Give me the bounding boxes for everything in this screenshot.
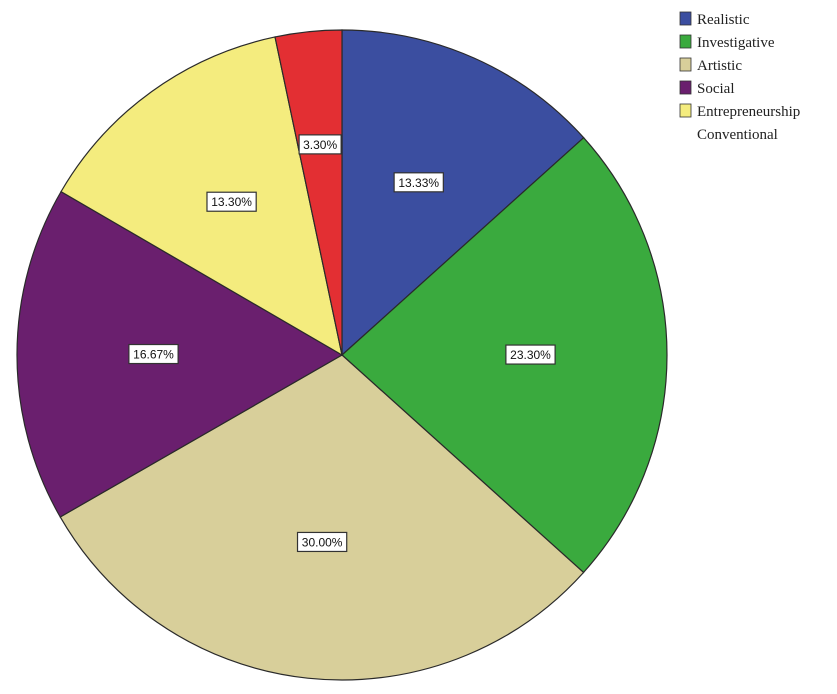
data-label-investigative: 23.30% <box>505 344 556 365</box>
pie-slice-artistic <box>59 354 585 681</box>
legend-label: Entrepreneurship <box>697 104 800 120</box>
data-label-text: 23.30% <box>510 348 551 362</box>
legend-item-investigative: Investigative <box>679 34 775 51</box>
data-label-text: 30.00% <box>302 535 343 549</box>
legend-swatch <box>679 57 692 72</box>
pie-slice-entrepreneurship <box>60 36 343 357</box>
legend-label: Social <box>697 81 735 97</box>
data-label-text: 3.30% <box>303 138 337 152</box>
data-label-box <box>393 172 444 193</box>
legend-label: Artistic <box>697 58 742 74</box>
pie-slices <box>16 29 668 681</box>
data-label-realistic: 13.33% <box>393 172 444 193</box>
legend-label: Investigative <box>697 35 775 51</box>
data-label-box <box>128 343 179 365</box>
pie-slice-investigative <box>341 136 668 574</box>
data-label-text: 13.30% <box>211 195 252 209</box>
legend-label: Realistic <box>697 12 750 28</box>
pie-slice-social <box>16 190 344 518</box>
legend-item-realistic: Realistic <box>679 11 750 28</box>
data-label-entrepreneurship: 13.30% <box>206 191 257 212</box>
pie-slice-realistic <box>341 29 585 357</box>
legend-swatch <box>679 80 692 95</box>
data-label-box <box>505 344 556 365</box>
legend-label: Conventional <box>697 127 778 143</box>
legend-swatch <box>679 11 692 26</box>
data-label-conventional: 3.30% <box>298 134 342 155</box>
legend-item-artistic: Artistic <box>679 57 742 74</box>
data-label-artistic: 30.00% <box>296 531 348 553</box>
data-label-social: 16.67% <box>128 343 179 365</box>
legend-item-entrepreneurship: Entrepreneurship <box>679 103 800 120</box>
legend: Realistic Investigative Artistic Social Entr… <box>679 11 800 143</box>
data-label-box <box>296 531 348 553</box>
legend-swatch <box>679 103 692 118</box>
legend-item-conventional: Conventional <box>697 127 778 143</box>
pie-slice-conventional <box>274 29 343 356</box>
legend-swatch <box>679 34 692 49</box>
data-label-text: 13.33% <box>398 176 439 190</box>
data-label-box <box>298 134 342 155</box>
pie-data-labels: 13.33% 23.30% 30.00% 16.67% 13.30% 3.30% <box>128 134 556 553</box>
data-label-box <box>206 191 257 212</box>
data-label-text: 16.67% <box>133 348 174 362</box>
legend-item-social: Social <box>679 80 735 97</box>
